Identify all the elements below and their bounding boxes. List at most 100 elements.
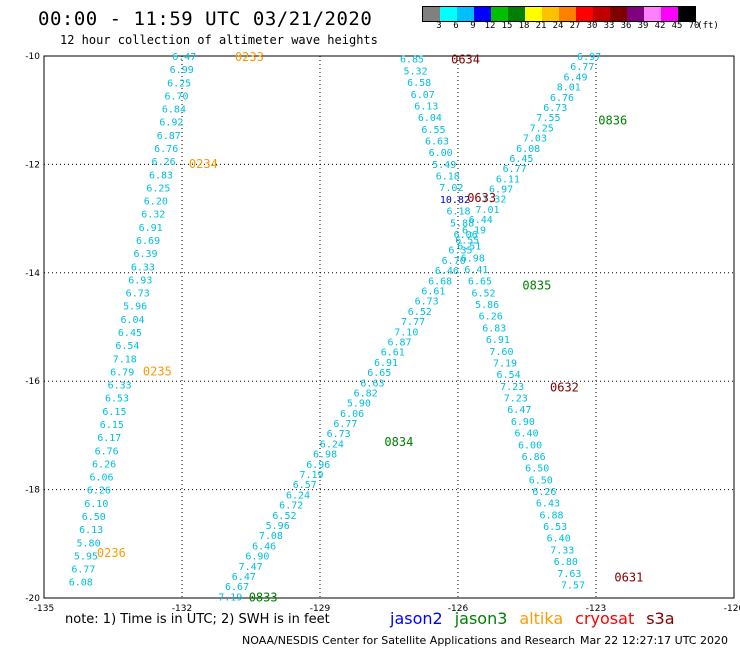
pass-time-label: 0836 [598, 113, 627, 127]
wave-height-value: 6.98 [313, 450, 337, 461]
wave-height-value: 6.19 [462, 225, 486, 236]
wave-height-value: 6.84 [162, 105, 186, 116]
wave-height-value: 6.77 [333, 419, 357, 430]
wave-height-value: 6.99 [170, 65, 194, 76]
wave-height-value: 6.87 [157, 131, 181, 142]
wave-height-value: 6.73 [327, 429, 351, 440]
wave-height-value: 6.82 [354, 388, 378, 399]
wave-height-value: 6.24 [320, 439, 344, 450]
wave-height-value: 6.79 [110, 367, 134, 378]
legend-swatch [576, 7, 593, 21]
wave-height-value: 6.26 [87, 486, 111, 497]
legend-swatch [440, 7, 457, 21]
legend-swatch [661, 7, 678, 21]
wave-height-value: 6.72 [279, 501, 303, 512]
pass-time-label: 0234 [189, 157, 218, 171]
satellite-name-cryosat: cryosat [575, 609, 635, 628]
wave-height-value: 6.51 [457, 242, 481, 253]
wave-height-value: 7.03 [523, 134, 547, 145]
wave-height-value: 6.85 [400, 55, 424, 66]
wave-height-value: 7.57 [561, 580, 585, 591]
wave-height-value: 7.55 [536, 113, 560, 124]
legend-label: 36 [620, 21, 632, 31]
wave-height-value: 6.70 [442, 256, 466, 267]
wave-height-value: 6.11 [496, 174, 520, 185]
wave-height-value: 7.23 [504, 394, 528, 405]
color-scale-legend [422, 6, 696, 22]
lon-tick-label: -129 [310, 604, 331, 614]
wave-height-value: 6.91 [139, 223, 163, 234]
legend-swatch [525, 7, 542, 21]
lon-tick-label: -132 [172, 604, 192, 614]
wave-height-value: 6.15 [102, 407, 126, 418]
lon-tick-label: -135 [34, 604, 54, 614]
legend-swatch [610, 7, 627, 21]
wave-height-value: 6.06 [454, 230, 478, 241]
pass-time-label: 0631 [614, 570, 643, 584]
wave-height-value: 6.13 [79, 525, 103, 536]
wave-height-value: 7.60 [489, 347, 513, 358]
wave-height-value: 6.91 [486, 335, 510, 346]
wave-height-value: 6.88 [539, 510, 563, 521]
wave-height-value: 6.20 [144, 197, 168, 208]
wave-height-value: 6.53 [543, 522, 567, 533]
pass-time-label: 0632 [550, 381, 579, 395]
wave-height-value: 6.18 [436, 172, 460, 183]
legend-label: 15 [501, 21, 513, 31]
wave-height-value: 6.52 [472, 288, 496, 299]
wave-height-value: 6.13 [414, 101, 438, 112]
wave-height-value: 6.90 [245, 552, 269, 563]
wave-height-value: 6.55 [455, 236, 479, 247]
wave-height-value: 6.46 [252, 541, 276, 552]
legend-label: 30 [586, 21, 598, 31]
wave-height-value: 6.45 [118, 328, 142, 339]
wave-height-value: 6.33 [108, 381, 132, 392]
wave-height-value: 6.55 [421, 125, 445, 136]
wave-height-value: 6.90 [511, 417, 535, 428]
wave-height-value: 6.47 [507, 405, 531, 416]
wave-height-value: 6.35 [448, 246, 472, 257]
wave-height-value: 6.77 [503, 164, 527, 175]
legend-label: 45 [671, 21, 683, 31]
wave-height-value: 6.50 [529, 475, 553, 486]
wave-height-value: 5.96 [123, 302, 147, 313]
wave-height-value: 7.63 [557, 569, 581, 580]
wave-height-value: 6.54 [497, 370, 521, 381]
wave-height-value: 6.47 [172, 52, 196, 63]
legend-label: 27 [569, 21, 581, 31]
wave-height-value: 6.15 [100, 420, 124, 431]
wave-height-value: 6.32 [141, 210, 165, 221]
legend-swatch [491, 7, 508, 21]
wave-height-value: 6.97 [489, 185, 513, 196]
lat-tick-label: -10 [25, 52, 40, 62]
credit-text: NOAA/NESDIS Center for Satellite Applica… [242, 634, 576, 647]
wave-height-value: 6.52 [408, 307, 432, 318]
map-title: 00:00 - 11:59 UTC 03/21/2020 [38, 8, 373, 30]
wave-height-value: 6.40 [547, 534, 571, 545]
wave-height-value: 6.24 [286, 490, 310, 501]
wave-height-value: 10.82 [440, 195, 470, 206]
wave-height-value: 6.70 [164, 91, 188, 102]
wave-height-value: 6.76 [95, 446, 119, 457]
wave-height-value: 6.77 [570, 62, 594, 73]
legend-label: 33 [603, 21, 615, 31]
pass-time-label: 0236 [97, 546, 126, 560]
satellite-name-altika: altika [519, 609, 564, 628]
satellite-name-jason3: jason3 [454, 609, 508, 628]
wave-height-value: 6.06 [89, 473, 113, 484]
wave-height-value: 6.41 [464, 265, 488, 276]
pass-time-label: 0833 [249, 590, 278, 604]
wave-height-value: 6.06 [340, 409, 364, 420]
legend-swatch [559, 7, 576, 21]
wave-height-value: 5.80 [77, 538, 101, 549]
wave-height-value: 6.87 [387, 337, 411, 348]
wave-height-value: 6.07 [411, 90, 435, 101]
wave-height-value: 7.32 [482, 195, 506, 206]
wave-height-value: 6.04 [418, 113, 442, 124]
wave-height-value: 6.04 [121, 315, 145, 326]
wave-height-value: 6.49 [564, 72, 588, 83]
wave-height-value: 7.77 [401, 317, 425, 328]
wave-height-value: 6.57 [293, 480, 317, 491]
wave-height-value: 6.08 [69, 578, 93, 589]
wave-height-value: 6.46 [435, 266, 459, 277]
